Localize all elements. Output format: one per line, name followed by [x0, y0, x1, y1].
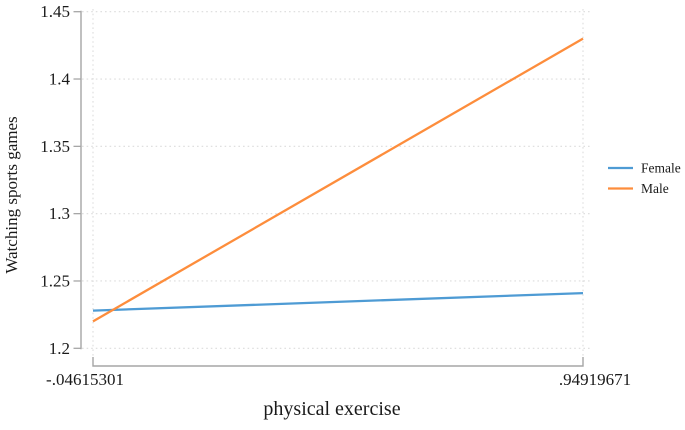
data-series: [92, 37, 584, 323]
series-line-male: [92, 37, 584, 323]
legend: Female Male: [608, 161, 681, 196]
legend-label-male: Male: [641, 181, 669, 196]
series-line-female: [92, 291, 584, 312]
tick-labels: 1.2 1.25 1.3 1.35 1.4 1.45 -.04615301 .94919671: [40, 2, 631, 389]
x-tick-label: -.04615301: [46, 370, 124, 389]
y-axis-title: Watching sports games: [2, 116, 21, 273]
x-tick-label: .94919671: [559, 370, 631, 389]
x-axis-title: physical exercise: [263, 398, 400, 420]
legend-label-female: Female: [641, 161, 681, 176]
gridlines: [82, 9, 592, 357]
y-tick-label: 1.2: [49, 339, 70, 358]
y-tick-label: 1.4: [49, 70, 71, 89]
y-tick-label: 1.3: [49, 204, 70, 223]
x-axis-line: [92, 357, 584, 367]
y-tick-label: 1.25: [40, 271, 70, 290]
y-tick-label: 1.45: [40, 2, 70, 21]
y-tick-label: 1.35: [40, 137, 70, 156]
axes: [73, 10, 584, 367]
